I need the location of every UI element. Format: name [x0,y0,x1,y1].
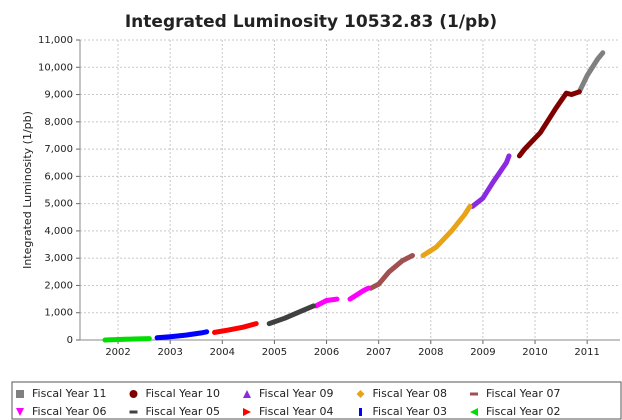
legend-marker [129,390,138,398]
y-tick-label: 7,000 [44,144,73,155]
legend-marker [359,408,362,416]
series-line [420,203,473,258]
y-tick-label: 5,000 [44,199,73,210]
series-line [154,329,210,341]
legend-label: Fiscal Year 06 [32,405,106,418]
y-tick-label: 3,000 [44,253,73,264]
legend-label: Fiscal Year 08 [373,387,447,400]
legend-marker [243,390,251,398]
chart-title: Integrated Luminosity 10532.83 (1/pb) [125,12,497,32]
x-tick-label: 2007 [366,347,391,358]
x-tick-label: 2009 [470,347,495,358]
x-tick-label: 2003 [157,347,182,358]
x-tick-label: 2004 [210,347,235,358]
legend-marker [470,392,478,396]
series-line [470,153,512,209]
y-tick-label: 11,000 [38,35,73,46]
x-tick-label: 2006 [314,347,339,358]
x-tick-label: 2005 [262,347,287,358]
x-tick-label: 2011 [574,347,599,358]
legend-marker [470,408,478,416]
y-axis-label: Integrated Luminosity (1/pb) [21,111,34,269]
legend-label: Fiscal Year 02 [486,405,560,418]
legend-label: Fiscal Year 03 [373,405,447,418]
legend-label: Fiscal Year 05 [146,405,220,418]
legend-label: Fiscal Year 04 [259,405,333,418]
legend-label: Fiscal Year 07 [486,387,560,400]
legend-marker [16,390,24,398]
y-tick-label: 8,000 [44,117,73,128]
series-line [576,50,606,95]
legend-marker [16,408,24,416]
plot-area [80,40,620,340]
legend-marker [243,408,251,416]
series-line [102,336,152,343]
legend-label: Fiscal Year 09 [259,387,333,400]
legend-marker [356,390,365,398]
legend-label: Fiscal Year 11 [32,387,106,400]
x-tick-label: 2002 [105,347,130,358]
legend-marker [129,410,138,414]
legend-box [11,381,622,420]
y-tick-label: 2,000 [44,280,73,291]
y-tick-label: 1,000 [44,308,73,319]
x-tick-label: 2008 [418,347,443,358]
series-line [516,89,582,159]
series-line [212,321,259,335]
legend-label: Fiscal Year 10 [146,387,220,400]
y-tick-label: 9,000 [44,90,73,101]
y-tick-label: 0 [67,335,73,346]
series-line [313,285,371,309]
y-tick-label: 10,000 [38,62,73,73]
series-line [368,253,415,291]
y-tick-label: 4,000 [44,226,73,237]
x-tick-label: 2010 [522,347,547,358]
series-line [266,303,316,327]
y-tick-label: 6,000 [44,171,73,182]
